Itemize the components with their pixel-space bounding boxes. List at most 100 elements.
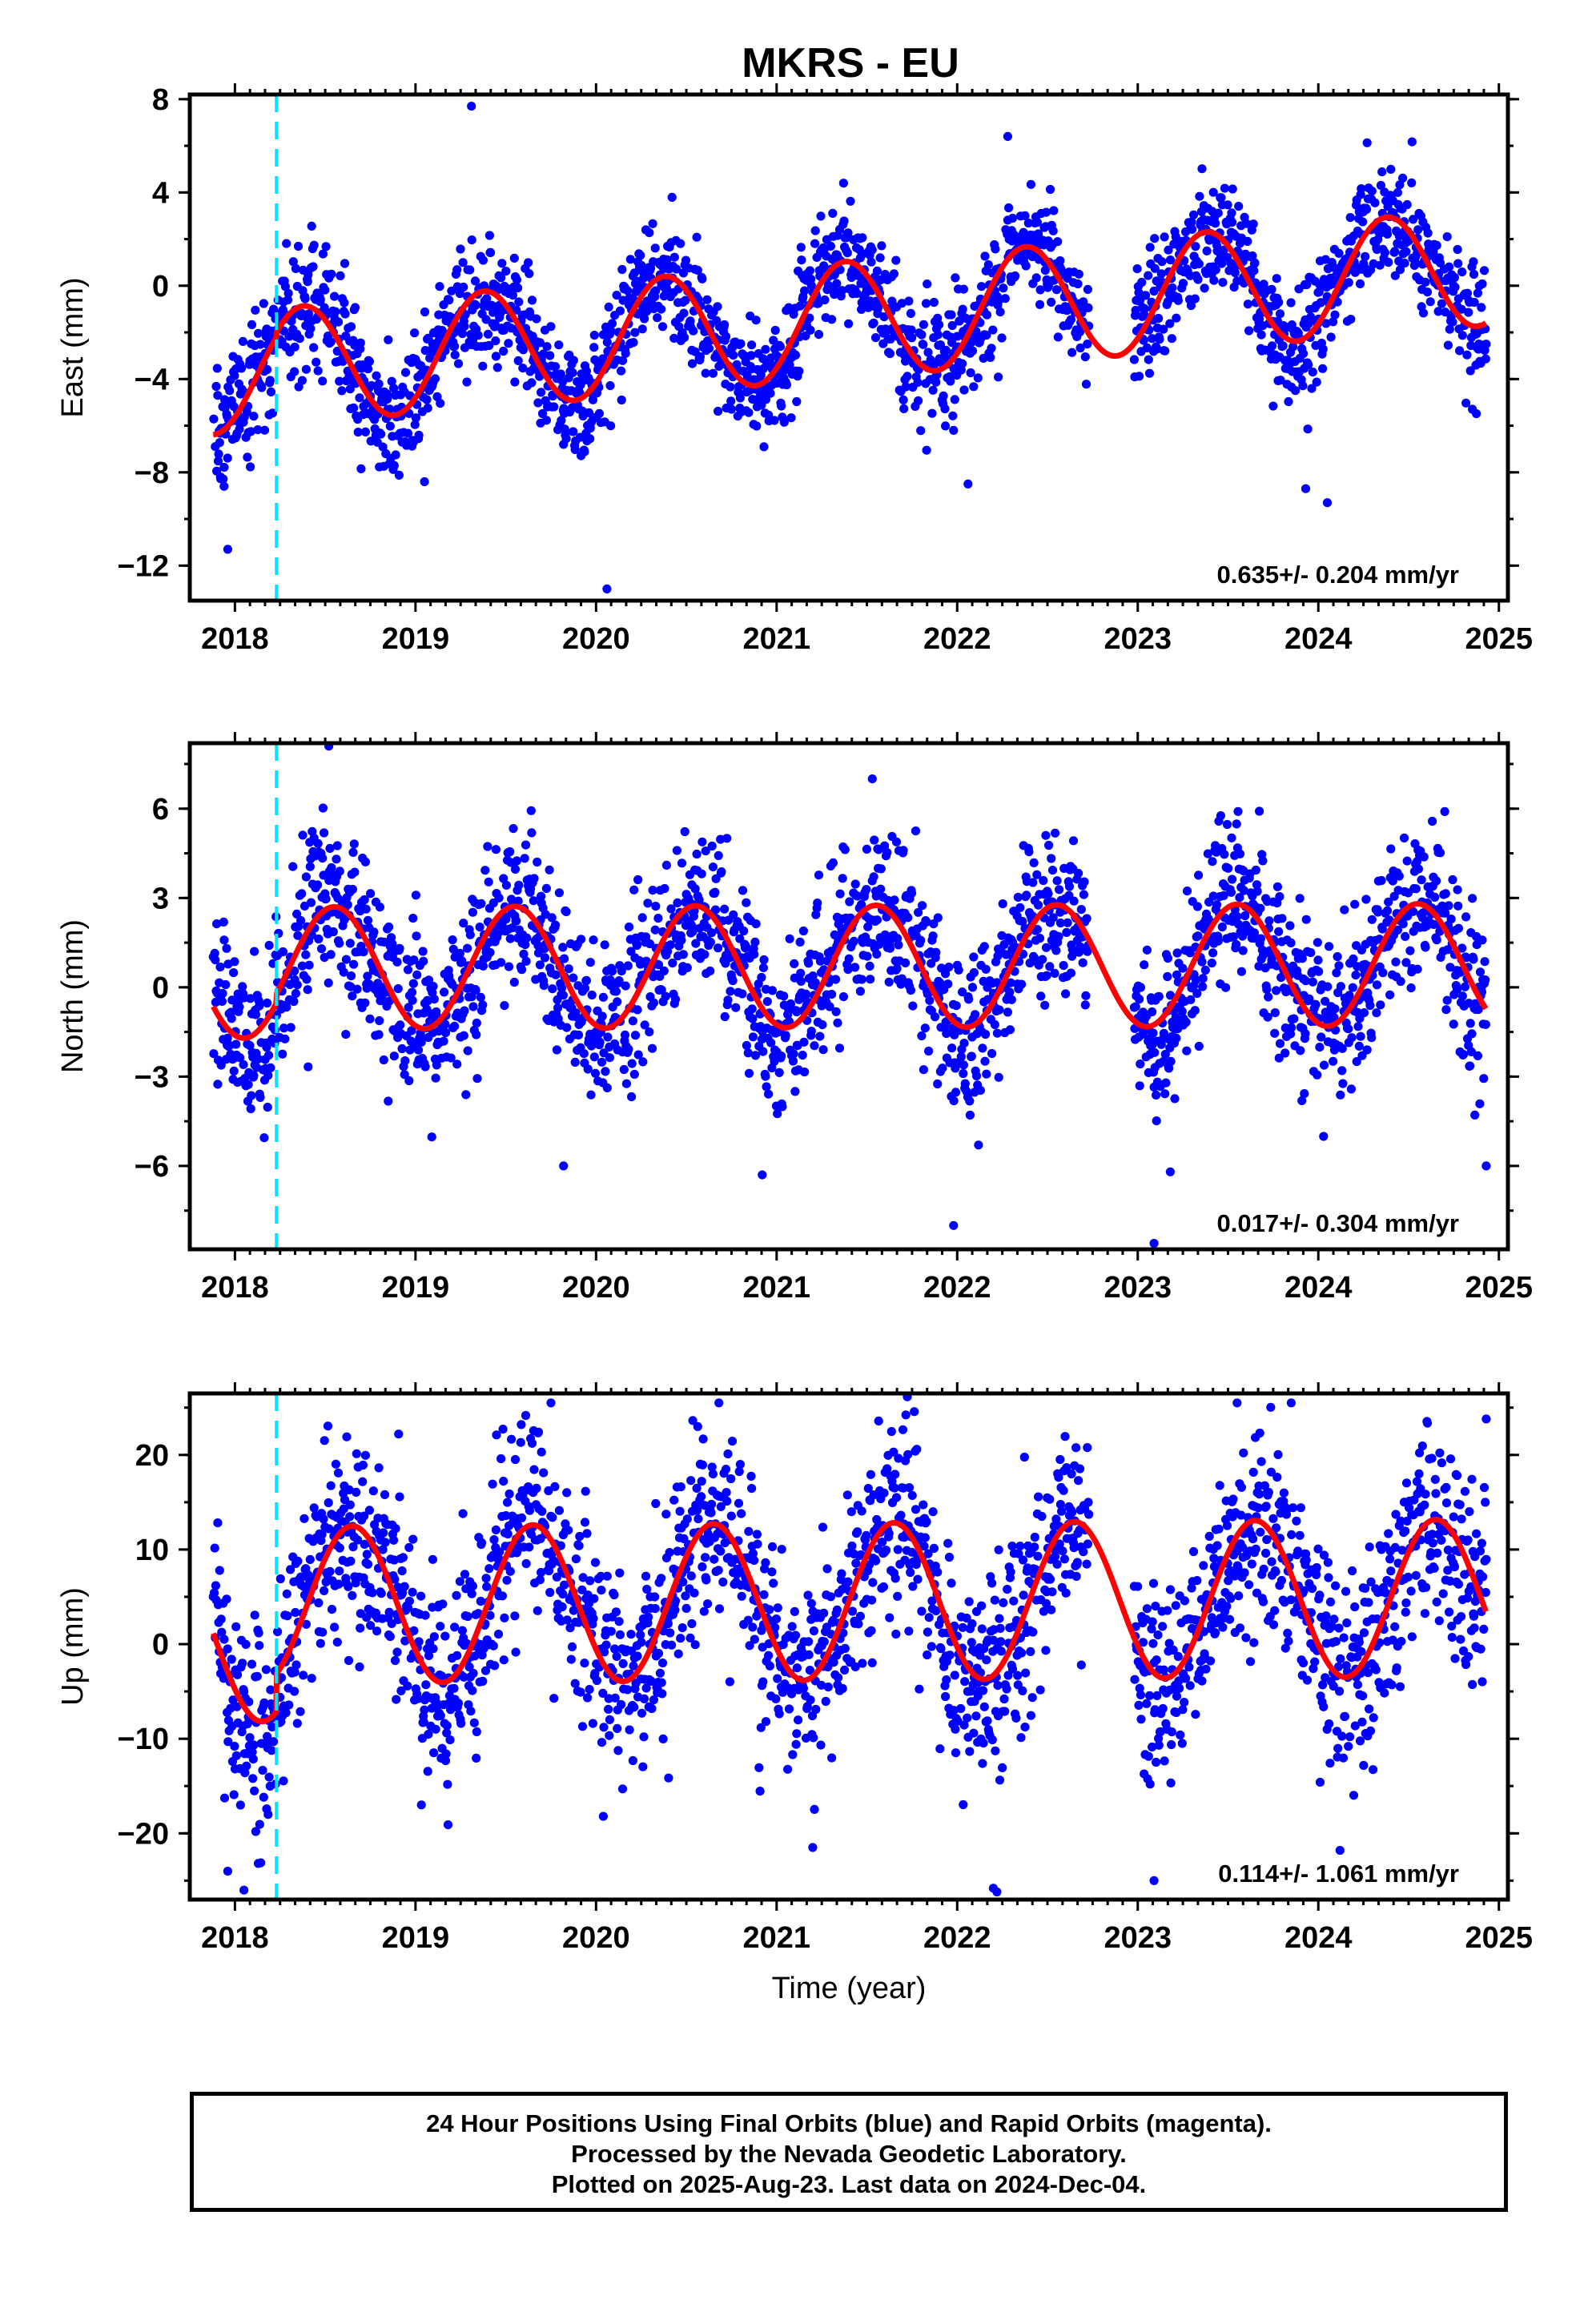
data-point xyxy=(831,1007,841,1016)
data-point xyxy=(558,991,569,1000)
data-point xyxy=(1054,931,1063,942)
data-point xyxy=(560,954,569,963)
data-point xyxy=(462,377,472,387)
data-point xyxy=(349,959,359,969)
data-point xyxy=(843,228,853,238)
data-point xyxy=(1470,1110,1480,1120)
data-point xyxy=(328,927,338,937)
data-point xyxy=(1423,228,1433,238)
data-point xyxy=(987,344,996,353)
data-point xyxy=(1372,980,1382,990)
data-point xyxy=(1300,1089,1309,1099)
data-point xyxy=(1455,346,1465,356)
data-point xyxy=(1028,878,1038,887)
data-point xyxy=(1051,946,1061,955)
data-point xyxy=(217,996,227,1006)
data-point xyxy=(1458,1050,1469,1059)
data-point xyxy=(694,895,704,905)
data-point xyxy=(389,1051,399,1061)
data-point xyxy=(416,1037,426,1047)
data-point xyxy=(1304,360,1313,370)
data-point xyxy=(645,1027,654,1037)
data-point xyxy=(617,966,626,976)
data-point xyxy=(720,1011,730,1022)
data-point xyxy=(279,1776,288,1786)
data-point xyxy=(337,386,347,396)
data-point xyxy=(314,934,324,944)
data-point xyxy=(1064,882,1075,891)
data-point xyxy=(227,995,237,1005)
data-point xyxy=(253,328,263,338)
data-point xyxy=(1047,854,1056,863)
data-point xyxy=(913,378,923,388)
data-point xyxy=(1445,324,1454,334)
data-point xyxy=(450,341,460,351)
data-point xyxy=(284,332,294,341)
y-tick-label: −6 xyxy=(135,1150,169,1184)
data-point xyxy=(1042,971,1051,980)
data-point xyxy=(384,1096,393,1106)
data-point xyxy=(1186,995,1196,1004)
data-point xyxy=(1301,915,1311,924)
data-point xyxy=(1164,1063,1174,1073)
data-point xyxy=(903,913,913,923)
data-point xyxy=(1453,885,1462,895)
data-point xyxy=(1276,376,1285,385)
data-point xyxy=(1443,340,1453,350)
data-point xyxy=(600,940,609,950)
data-point xyxy=(1217,259,1227,268)
data-point xyxy=(219,481,229,491)
data-point xyxy=(1032,218,1042,227)
data-point xyxy=(1135,1081,1144,1091)
data-point xyxy=(931,1012,940,1022)
data-point xyxy=(738,989,747,999)
data-point xyxy=(408,979,418,988)
data-point xyxy=(1457,267,1467,277)
data-point xyxy=(1166,1056,1176,1066)
data-point xyxy=(928,385,938,395)
data-point xyxy=(665,940,675,950)
data-point xyxy=(750,937,760,947)
data-point xyxy=(407,1026,416,1035)
data-point xyxy=(349,403,359,412)
data-point xyxy=(615,306,625,316)
data-point xyxy=(1068,836,1079,846)
data-point xyxy=(1240,911,1250,921)
data-point xyxy=(750,950,759,959)
data-point xyxy=(830,975,841,984)
data-point xyxy=(292,909,302,919)
east-data-points xyxy=(209,102,1491,594)
data-point xyxy=(304,270,313,279)
data-point xyxy=(355,1662,364,1672)
data-point xyxy=(1469,297,1479,308)
data-point xyxy=(400,1070,409,1080)
data-point xyxy=(1075,343,1085,353)
data-point xyxy=(651,286,661,296)
data-point xyxy=(1311,999,1321,1010)
data-point xyxy=(1435,848,1445,858)
data-point xyxy=(628,1016,638,1026)
data-point xyxy=(312,357,321,367)
data-point xyxy=(1384,897,1393,907)
data-point xyxy=(557,983,567,993)
data-point xyxy=(726,404,736,414)
data-point xyxy=(264,940,274,951)
data-point xyxy=(707,841,717,851)
data-point xyxy=(995,1005,1004,1015)
data-point xyxy=(1274,1053,1284,1063)
data-point xyxy=(839,216,849,226)
data-point xyxy=(1144,368,1155,378)
data-point xyxy=(766,388,775,398)
data-point xyxy=(1152,344,1162,354)
data-point xyxy=(499,874,509,883)
data-point xyxy=(335,939,344,948)
data-point xyxy=(411,891,421,900)
data-point xyxy=(1080,352,1090,362)
data-point xyxy=(535,338,545,348)
data-point xyxy=(589,935,598,945)
data-point xyxy=(1200,283,1209,293)
data-point xyxy=(497,259,507,268)
data-point xyxy=(215,962,225,972)
data-point xyxy=(827,990,837,999)
data-point xyxy=(606,327,616,336)
